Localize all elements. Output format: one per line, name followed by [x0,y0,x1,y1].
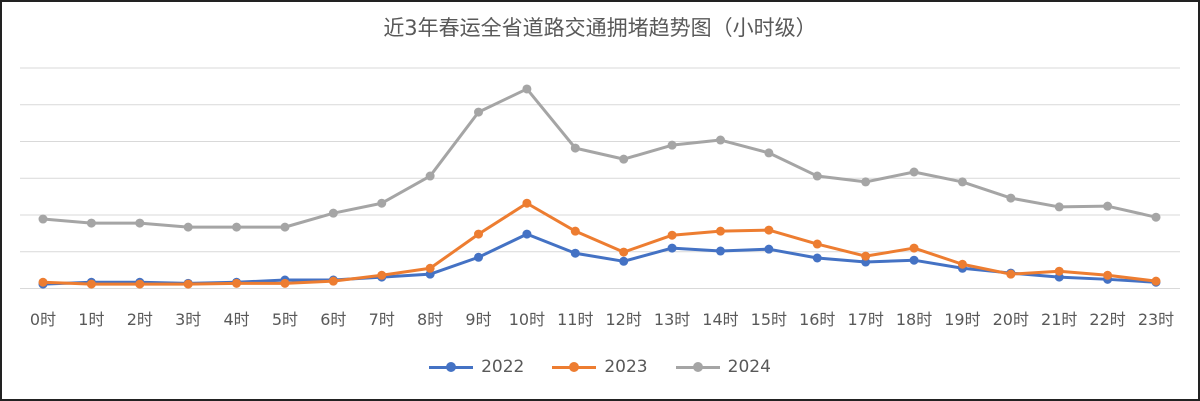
x-tick-label: 0时 [30,310,56,329]
data-point-2024 [909,167,919,177]
data-point-2024 [667,140,677,150]
x-tick-label: 10时 [509,310,545,329]
x-tick-label: 22时 [1089,310,1125,329]
x-tick-label: 3时 [175,310,201,329]
data-point-2023 [667,230,677,240]
x-tick-label: 19时 [944,310,980,329]
series-line-2023 [42,201,1157,286]
data-point-2022 [812,253,822,263]
x-tick-label: 2时 [127,310,153,329]
x-tick-label: 11时 [557,310,593,329]
x-tick-label: 12时 [606,310,642,329]
data-point-2024 [522,84,532,94]
x-tick-label: 14时 [702,310,738,329]
data-point-2024 [764,148,774,158]
data-point-2024 [183,222,193,232]
data-point-2023 [1054,266,1064,276]
data-point-2022 [715,246,725,256]
data-point-2023 [86,279,96,289]
data-point-2023 [522,198,532,208]
data-point-2023 [1103,270,1113,280]
data-point-2023 [861,251,871,261]
data-point-2024 [474,107,484,117]
x-tick-label: 4时 [223,310,249,329]
data-point-2024 [135,218,145,228]
data-point-2023 [425,263,435,273]
data-point-2023 [909,243,919,253]
x-tick-label: 8时 [417,310,443,329]
x-tick-label: 16时 [799,310,835,329]
data-point-2022 [474,252,484,262]
legend-item-2023: 2023 [552,357,648,377]
data-point-2024 [1006,193,1016,203]
data-point-2024 [425,171,435,181]
data-point-2024 [328,208,338,218]
data-point-2023 [38,277,48,287]
data-point-2023 [328,276,338,286]
x-tick-label: 15时 [751,310,787,329]
data-point-2022 [522,229,532,239]
data-point-2023 [1006,269,1016,279]
data-point-2022 [764,244,774,254]
data-point-2024 [957,177,967,187]
data-point-2023 [474,229,484,239]
data-point-2024 [619,154,629,164]
data-point-2024 [280,222,290,232]
x-tick-label: 1时 [78,310,104,329]
legend-marker [675,362,720,372]
data-point-2023 [570,226,580,236]
data-point-2024 [86,218,96,228]
legend-marker [429,362,474,372]
data-point-2024 [38,214,48,224]
legend-item-2024: 2024 [675,357,771,377]
data-point-2022 [619,256,629,266]
series-line-2024 [42,87,1157,229]
legend-label: 2024 [727,357,771,377]
x-tick-label: 18时 [896,310,932,329]
data-point-2024 [1054,202,1064,212]
x-tick-label: 17时 [847,310,883,329]
data-point-2024 [377,198,387,208]
data-point-2024 [1151,212,1161,222]
legend-label: 2022 [481,357,525,377]
x-tick-label: 5时 [272,310,298,329]
x-tick-label: 21时 [1041,310,1077,329]
data-point-2022 [570,248,580,258]
data-point-2023 [764,225,774,235]
data-point-2023 [280,278,290,288]
chart-title: 近3年春运全省道路交通拥堵趋势图（小时级） [383,16,817,40]
x-tick-label: 9时 [465,310,491,329]
data-point-2024 [232,222,242,232]
legend-item-2022: 2022 [429,357,524,377]
data-point-2023 [812,239,822,249]
legend-marker [552,362,597,372]
x-tick-label: 7时 [369,310,395,329]
data-point-2024 [1103,201,1113,211]
x-tick-label: 20时 [993,310,1029,329]
legend-label: 2023 [604,357,648,377]
data-point-2023 [135,279,145,289]
data-point-2023 [1151,276,1161,286]
data-point-2024 [570,143,580,153]
data-point-2022 [667,243,677,253]
legend: 2022 2023 2024 [0,357,1200,377]
x-tick-label: 23时 [1138,310,1174,329]
data-point-2023 [183,279,193,289]
x-tick-label: 13时 [654,310,690,329]
x-tick-label: 6时 [320,310,346,329]
data-point-2023 [619,247,629,257]
data-point-2023 [957,259,967,269]
data-point-2023 [377,270,387,280]
data-point-2023 [715,226,725,236]
data-point-2022 [909,255,919,265]
data-point-2024 [861,177,871,187]
data-point-2024 [715,135,725,145]
data-point-2023 [232,278,242,288]
data-point-2024 [812,171,822,181]
